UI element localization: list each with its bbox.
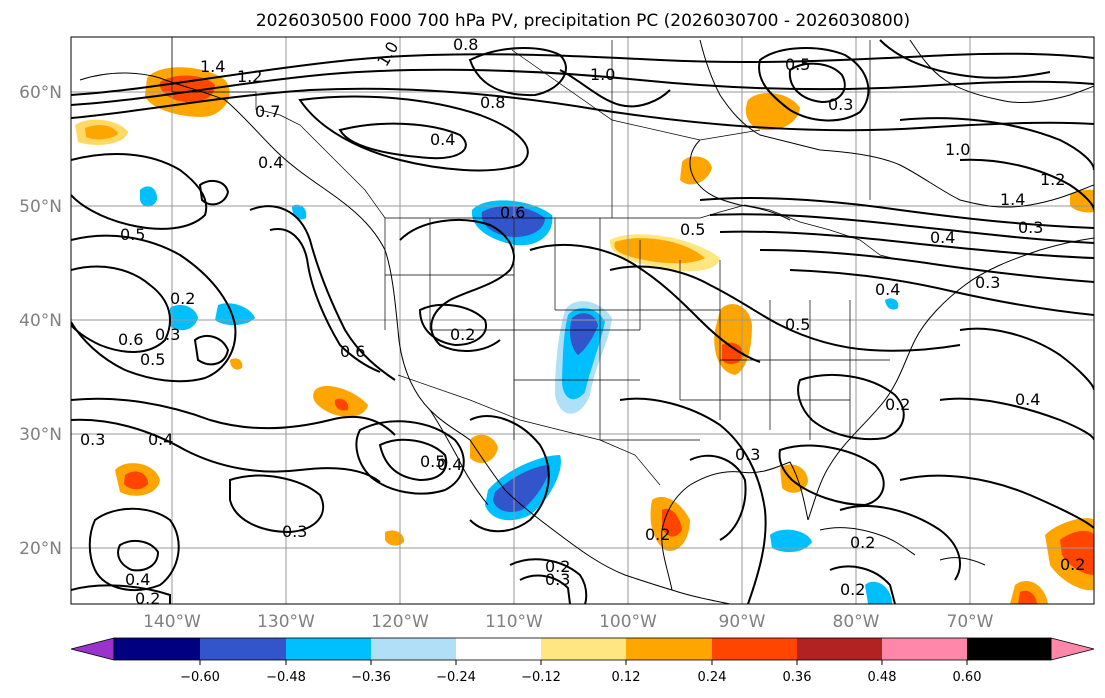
coastlines (79, 39, 1094, 604)
contour-label: 0.5 (420, 452, 445, 471)
colorbar-tick-label: −0.12 (521, 670, 561, 685)
lon-label: 90°W (719, 612, 766, 632)
pv-contours (71, 39, 1094, 604)
map-area: 1.4 1.2 0.7 0.8 1.0 0.8 0.4 1.0 0.5 0.3 … (71, 35, 1094, 608)
lon-label: 70°W (947, 612, 994, 632)
contour-label: 0.4 (930, 228, 955, 247)
colorbar-bin (626, 638, 712, 660)
colorbar-extend-high (1050, 637, 1095, 661)
lon-label: 120°W (371, 612, 429, 632)
contour-label: 1.0 (590, 65, 615, 84)
contour-label: 0.3 (545, 570, 570, 589)
colorbar-bin (456, 638, 541, 660)
contour-label: 0.6 (340, 342, 365, 361)
contour-label: 0.3 (828, 95, 853, 114)
colorbar-tick-label: −0.36 (351, 670, 391, 685)
lat-label: 20°N (19, 539, 62, 559)
colorbar-bin (797, 638, 882, 660)
lat-label: 40°N (19, 311, 62, 331)
colorbar-tick-label: 0.12 (612, 670, 641, 685)
lat-label: 30°N (19, 425, 62, 445)
latitude-labels: 60°N 50°N 40°N 30°N 20°N (19, 83, 62, 559)
contour-label: 0.4 (437, 455, 462, 474)
contour-label: 0.4 (875, 280, 900, 299)
contour-label: 1.4 (200, 57, 225, 76)
lat-label: 50°N (19, 197, 62, 217)
contour-label: 0.5 (680, 220, 705, 239)
contour-label: 0.6 (500, 203, 525, 222)
contour-label: 0.3 (80, 430, 105, 449)
contour-label: 0.2 (135, 589, 160, 608)
colorbar-tick-label: 0.24 (698, 670, 727, 685)
contour-label: 0.2 (850, 533, 875, 552)
colorbar-tick-label: 0.36 (783, 670, 812, 685)
contour-label: 0.3 (155, 325, 180, 344)
colorbar-bin (541, 638, 626, 660)
contour-label: 1.0 (945, 140, 970, 159)
contour-label: 0.4 (258, 153, 283, 172)
contour-label: 0.3 (1018, 218, 1043, 237)
colorbar-tick-label: 0.60 (953, 670, 982, 685)
colorbar-bin (882, 638, 967, 660)
contour-label: 0.2 (1060, 555, 1085, 574)
colorbar: −0.60 −0.48 −0.36 −0.24 −0.12 0.12 0.24 … (70, 637, 1095, 685)
contour-label: 0.2 (840, 580, 865, 599)
contour-label: 0.5 (785, 55, 810, 74)
contour-label: 0.3 (282, 522, 307, 541)
colorbar-bin (200, 638, 286, 660)
political-borders (171, 37, 901, 486)
contour-label: 0.3 (735, 445, 760, 464)
lon-label: 140°W (143, 612, 201, 632)
map-title: 2026030500 F000 700 hPa PV, precipitatio… (256, 11, 910, 31)
map-frame (70, 36, 1095, 605)
colorbar-bin (371, 638, 456, 660)
contour-label: 0.4 (125, 570, 150, 589)
colorbar-extend-low (70, 637, 115, 661)
lon-label: 130°W (257, 612, 315, 632)
lat-label: 60°N (19, 83, 62, 103)
contour-label: 0.2 (450, 325, 475, 344)
contour-label: 0.4 (430, 130, 455, 149)
contour-label: 0.2 (645, 525, 670, 544)
colorbar-tick-label: −0.60 (180, 670, 220, 685)
precip-anomaly-shading (75, 67, 1094, 604)
contour-label: 0.5 (140, 350, 165, 369)
contour-label: 0.8 (453, 35, 478, 54)
colorbar-bin (114, 638, 200, 660)
contour-label: 0.5 (120, 225, 145, 244)
contour-label: 0.3 (975, 273, 1000, 292)
contour-label: 0.4 (148, 430, 173, 449)
contour-label: 0.2 (885, 395, 910, 414)
contour-labels: 1.4 1.2 0.7 0.8 1.0 0.8 0.4 1.0 0.5 0.3 … (80, 35, 1085, 608)
contour-label: 1.4 (1000, 190, 1025, 209)
contour-label: 1.2 (237, 67, 262, 86)
contour-label: 0.2 (170, 289, 195, 308)
colorbar-bin (712, 638, 797, 660)
lon-label: 80°W (833, 612, 880, 632)
colorbar-tick-label: 0.48 (868, 670, 897, 685)
colorbar-bin (967, 638, 1051, 660)
contour-label: 0.8 (480, 93, 505, 112)
colorbar-tick-label: −0.24 (436, 670, 476, 685)
contour-label: 1.2 (1040, 170, 1065, 189)
lon-label: 110°W (485, 612, 543, 632)
contour-label: 0.7 (255, 102, 280, 121)
contour-label: 0.6 (118, 330, 143, 349)
colorbar-tick-label: −0.48 (266, 670, 306, 685)
contour-label: 0.2 (545, 557, 570, 576)
contour-label: 0.5 (785, 315, 810, 334)
colorbar-bin (286, 638, 371, 660)
lon-label: 100°W (599, 612, 657, 632)
contour-label: 0.4 (1015, 390, 1040, 409)
longitude-labels: 140°W 130°W 120°W 110°W 100°W 90°W 80°W … (143, 612, 994, 632)
